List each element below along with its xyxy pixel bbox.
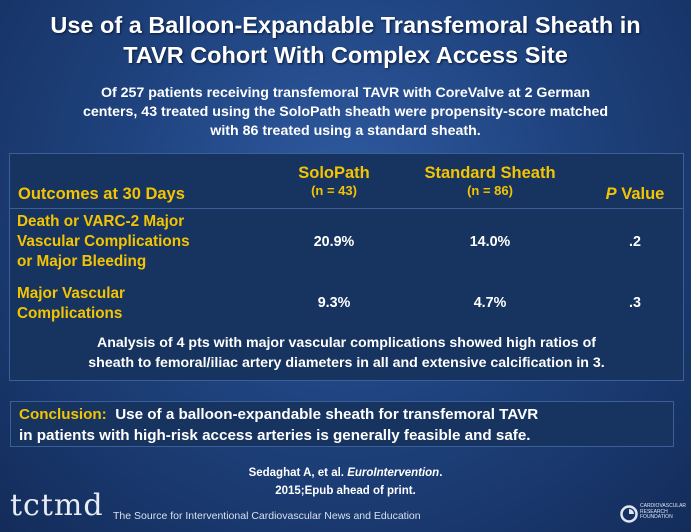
row-1-p: .2	[629, 234, 641, 250]
citation-period: .	[439, 467, 443, 479]
header-solopath-title: SoloPath	[298, 164, 370, 182]
row-1-solopath: 20.9%	[313, 234, 355, 250]
row-1-standard: 14.0%	[469, 234, 511, 250]
row-1-label-line-3: or Major Bleeding	[17, 253, 147, 270]
analysis-line-2: sheath to femoral/iliac artery diameters…	[88, 355, 605, 371]
row-1-label-line-2: Vascular Complications	[17, 233, 190, 250]
citation-journal: EuroIntervention	[347, 467, 440, 479]
conclusion-text-2: in patients with high-risk access arteri…	[19, 427, 531, 444]
row-2-standard: 4.7%	[473, 295, 507, 311]
header-outcomes: Outcomes at 30 Days	[18, 185, 185, 203]
header-p-letter: P	[605, 185, 617, 203]
row-2-solopath: 9.3%	[317, 295, 351, 311]
header-solopath: SoloPath (n = 43)	[274, 164, 394, 198]
subtitle-line-2: centers, 43 treated using the SoloPath s…	[82, 104, 609, 120]
crf-emblem-icon	[620, 505, 638, 523]
title-line-1: Use of a Balloon-Expandable Transfemoral…	[50, 12, 641, 38]
row-1-label-line-1: Death or VARC-2 Major	[17, 213, 185, 230]
crf-line-1: CARDIOVASCULAR	[640, 503, 687, 509]
citation-authors: Sedaghat A, et al.	[248, 467, 348, 479]
crf-logo: CARDIOVASCULAR RESEARCH FOUNDATION	[620, 502, 686, 528]
header-standard-title: Standard Sheath	[424, 164, 556, 182]
citation-line-2: 2015;Epub ahead of print.	[275, 485, 416, 497]
subtitle-line-1: Of 257 patients receiving transfemoral T…	[100, 85, 591, 101]
citation: Sedaghat A, et al. EuroIntervention. 201…	[0, 464, 691, 500]
footer-tagline: The Source for Interventional Cardiovasc…	[113, 510, 421, 522]
tctmd-logo: tctmd	[10, 488, 104, 523]
crf-line-2: RESEARCH	[640, 508, 668, 515]
subtitle-line-3: with 86 treated using a standard sheath.	[210, 123, 481, 139]
conclusion-line-1: Conclusion: Use of a balloon-expandable …	[19, 404, 667, 425]
row-2-label-line-1: Major Vascular	[17, 285, 125, 302]
citation-line-1: Sedaghat A, et al. EuroIntervention.	[0, 464, 691, 482]
header-standard-n: (n = 86)	[467, 183, 513, 198]
header-p-rest: Value	[616, 185, 665, 203]
slide-title: Use of a Balloon-Expandable Transfemoral…	[0, 10, 691, 70]
conclusion-text-1: Use of a balloon-expandable sheath for t…	[106, 406, 539, 423]
slide-subtitle: Of 257 patients receiving transfemoral T…	[20, 84, 671, 141]
header-p-value: P Value	[590, 185, 680, 204]
conclusion-box: Conclusion: Use of a balloon-expandable …	[10, 401, 674, 447]
analysis-line-1: Analysis of 4 pts with major vascular co…	[96, 335, 597, 351]
row-2-p: .3	[629, 295, 641, 311]
table-divider	[10, 208, 683, 209]
row-2-label: Major Vascular Complications	[17, 284, 125, 324]
row-1-label: Death or VARC-2 Major Vascular Complicat…	[17, 212, 190, 272]
header-solopath-n: (n = 43)	[311, 183, 357, 198]
title-line-2: TAVR Cohort With Complex Access Site	[123, 42, 568, 68]
analysis-note: Analysis of 4 pts with major vascular co…	[20, 333, 673, 373]
outcomes-table: SoloPath (n = 43) Standard Sheath (n = 8…	[9, 153, 684, 381]
crf-text: CARDIOVASCULAR RESEARCH FOUNDATION	[640, 503, 687, 521]
row-2-label-line-2: Complications	[17, 305, 123, 322]
conclusion-label: Conclusion:	[19, 406, 107, 423]
crf-line-3: FOUNDATION	[640, 514, 673, 520]
header-standard: Standard Sheath (n = 86)	[410, 164, 570, 198]
